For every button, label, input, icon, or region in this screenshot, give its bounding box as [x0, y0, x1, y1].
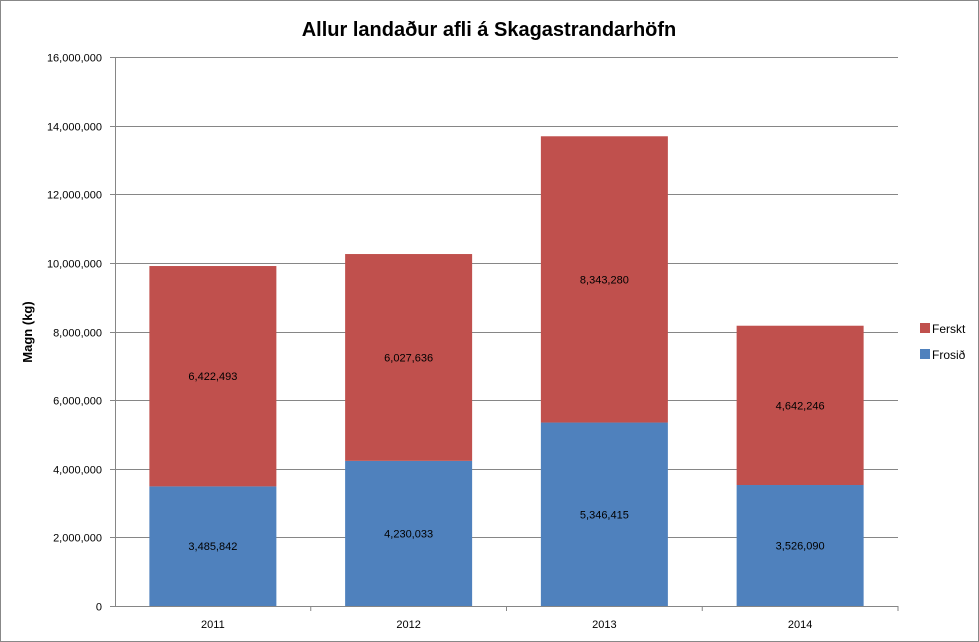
y-tick-label: 10,000,000	[47, 259, 102, 271]
x-tick-label: 2012	[396, 619, 420, 631]
data-label: 6,027,636	[384, 352, 433, 364]
y-tick-label: 8,000,000	[53, 328, 102, 340]
data-label: 8,343,280	[580, 274, 629, 286]
data-label: 3,485,842	[188, 541, 237, 553]
legend-swatch-ferskt	[920, 323, 930, 333]
data-label: 4,642,246	[776, 400, 825, 412]
data-label: 4,230,033	[384, 528, 433, 540]
bar-frosið-2012	[345, 460, 473, 606]
x-tick-label: 2014	[788, 619, 812, 631]
bar-ferskt-2013	[540, 136, 668, 423]
x-tick-label: 2013	[592, 619, 616, 631]
y-tick-label: 16,000,000	[47, 53, 102, 65]
bar-frosið-2013	[540, 422, 668, 606]
data-label: 3,526,090	[776, 541, 825, 553]
bar-ferskt-2012	[345, 254, 473, 461]
y-tick-label: 6,000,000	[53, 396, 102, 408]
legend-swatch-frosið	[920, 349, 930, 359]
y-tick-label: 4,000,000	[53, 465, 102, 477]
y-tick-label: 14,000,000	[47, 122, 102, 134]
y-tick-label: 2,000,000	[53, 533, 102, 545]
bar-frosið-2014	[736, 485, 864, 606]
bar-ferskt-2014	[736, 325, 864, 486]
legend-label: Frosið	[932, 348, 966, 362]
legend-label: Ferskt	[932, 322, 966, 336]
y-axis-label: Magn (kg)	[20, 301, 35, 362]
y-tick-label: 12,000,000	[47, 190, 102, 202]
chart-title: Allur landaður afli á Skagastrandarhöfn	[302, 19, 677, 41]
x-tick-label: 2011	[201, 619, 225, 631]
data-label: 5,346,415	[580, 509, 629, 521]
bar-ferskt-2011	[149, 266, 277, 487]
y-tick-label: 0	[96, 602, 102, 614]
data-label: 6,422,493	[188, 371, 237, 383]
bar-frosið-2011	[149, 486, 277, 606]
